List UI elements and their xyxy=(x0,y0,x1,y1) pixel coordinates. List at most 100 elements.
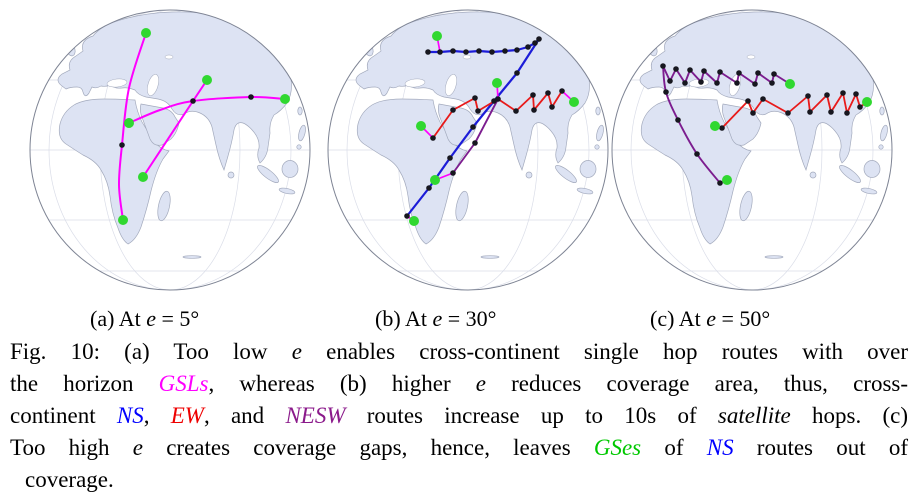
caption-term-it: e xyxy=(706,306,716,331)
caption-term-it: satellite xyxy=(717,403,791,428)
caption-text: , xyxy=(143,403,171,428)
route-nesw xyxy=(662,65,791,85)
satellite-dot xyxy=(545,90,551,96)
caption-term-gsl: GSLs xyxy=(158,371,209,396)
figure-caption: Fig. 10: (a) Too low e enables cross-con… xyxy=(10,336,908,496)
satellite-dot xyxy=(514,70,520,76)
satellite-dot xyxy=(760,96,766,102)
globe-outline-c xyxy=(611,9,893,291)
satellite-dot xyxy=(769,80,775,86)
caption-line-1: Fig. 10: (a) Too low e enables cross-con… xyxy=(10,336,908,368)
satellite-dot xyxy=(805,93,811,99)
caption-term-nesw: NESW xyxy=(285,403,346,428)
caption-text: the horizon xyxy=(10,371,159,396)
routes-layer-a xyxy=(117,28,290,225)
satellite-dot xyxy=(752,81,758,87)
satellite-dot xyxy=(532,40,538,46)
subcaption-c: (c) At e = 50° xyxy=(650,306,770,332)
ground-station-dot xyxy=(569,97,579,107)
caption-text: (b) At xyxy=(375,306,433,331)
caption-term-ew: EW xyxy=(170,403,204,428)
caption-text: = 5° xyxy=(155,306,200,331)
caption-text: routes out of xyxy=(733,435,908,460)
satellite-dot xyxy=(687,67,693,73)
ground-station-dot xyxy=(430,175,440,185)
satellite-dot xyxy=(190,98,196,104)
ground-station-dot xyxy=(416,121,426,131)
ground-station-dot xyxy=(118,215,128,225)
routes-layer-b xyxy=(404,31,579,226)
caption-text: Fig. 10: (a) Too low xyxy=(10,339,292,364)
satellite-dot xyxy=(450,170,456,176)
globe-map-c xyxy=(611,9,893,291)
ground-station-dot xyxy=(785,79,795,89)
satellite-dot xyxy=(489,49,495,55)
caption-term-it: e xyxy=(432,306,443,331)
satellite-dot xyxy=(736,70,742,76)
satellite-dot xyxy=(426,185,432,191)
satellite-dot xyxy=(682,80,688,86)
satellite-dot xyxy=(719,125,725,131)
caption-term-it: e xyxy=(291,339,302,364)
satellite-dot xyxy=(660,63,666,69)
caption-text: , and xyxy=(203,403,286,428)
satellite-dot xyxy=(694,151,700,157)
caption-term-it: e xyxy=(475,371,486,396)
caption-term-it: e xyxy=(132,435,143,460)
satellite-dot xyxy=(675,117,681,123)
satellite-dot xyxy=(513,108,519,114)
caption-line-2: the horizon GSLs, whereas (b) higher e r… xyxy=(10,368,908,400)
subcaption-a: (a) At e = 5° xyxy=(90,306,199,332)
satellite-dot xyxy=(495,96,501,102)
satellite-dot xyxy=(450,107,456,113)
ground-station-dot xyxy=(492,78,502,88)
satellite-dot xyxy=(714,80,720,86)
ground-station-dot xyxy=(862,97,872,107)
satellite-dot xyxy=(476,48,482,54)
caption-text: , whereas (b) higher xyxy=(208,371,476,396)
satellite-dot xyxy=(745,98,751,104)
satellite-dot xyxy=(447,155,453,161)
satellite-dot xyxy=(853,91,859,97)
satellite-dot xyxy=(525,44,531,50)
satellite-dot xyxy=(828,109,834,115)
ground-station-dot xyxy=(280,94,290,104)
routes-layer-c xyxy=(660,63,872,186)
ground-station-dot xyxy=(722,175,732,185)
ground-station-dot xyxy=(710,121,720,131)
caption-text: (a) At xyxy=(90,306,147,331)
globe-map-b xyxy=(327,9,609,291)
satellite-dot xyxy=(450,48,456,54)
satellite-dot xyxy=(663,89,669,95)
satellite-dot xyxy=(844,110,850,116)
caption-text: = 50° xyxy=(715,306,771,331)
caption-text: continent xyxy=(10,403,117,428)
caption-line-3: continent NS, EW, and NESW routes increa… xyxy=(10,400,908,432)
ground-station-dot xyxy=(202,75,212,85)
satellite-dot xyxy=(771,71,777,77)
satellite-dot xyxy=(530,92,536,98)
satellite-dot xyxy=(667,78,673,84)
caption-text: = 30° xyxy=(442,306,497,331)
ground-station-dot xyxy=(138,172,148,182)
satellite-dot xyxy=(734,80,740,86)
satellite-dot xyxy=(531,107,537,113)
subcaption-b: (b) At e = 30° xyxy=(375,306,496,332)
satellite-dot xyxy=(425,49,431,55)
globe-map-a xyxy=(29,9,311,291)
satellite-dot xyxy=(549,104,555,110)
caption-term-ns: NS xyxy=(706,435,734,460)
satellite-dot xyxy=(717,69,723,75)
satellite-dot xyxy=(430,135,436,141)
caption-term-gses: GSes xyxy=(593,435,642,460)
satellite-dot xyxy=(701,68,707,74)
satellite-dot xyxy=(502,48,508,54)
satellite-dot xyxy=(840,90,846,96)
caption-text: Too high xyxy=(10,435,133,460)
satellite-dot xyxy=(698,79,704,85)
caption-text: coverage. xyxy=(25,467,114,492)
satellite-dot xyxy=(857,104,863,110)
caption-line-4: Too high e creates coverage gaps, hence,… xyxy=(10,432,908,464)
satellite-dot xyxy=(673,66,679,72)
satellite-dot xyxy=(404,213,410,219)
